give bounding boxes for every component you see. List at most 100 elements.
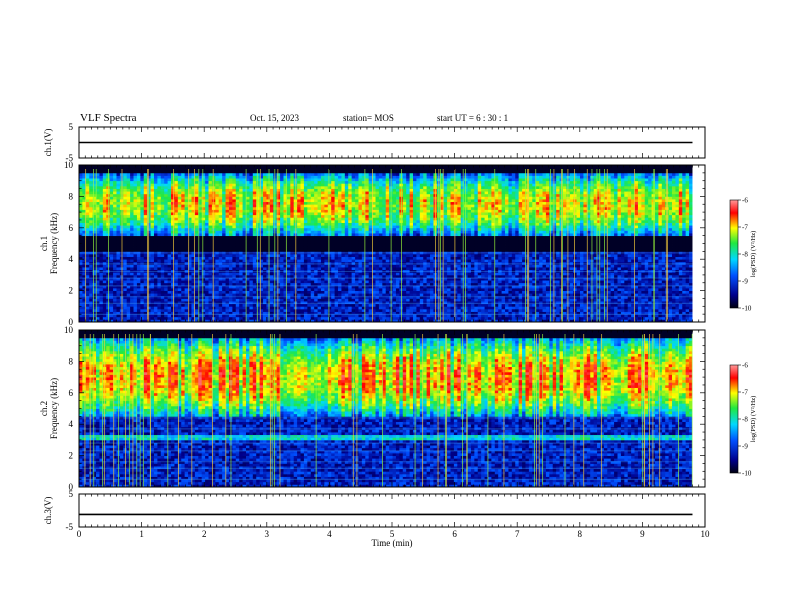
spectrogram-cell xyxy=(167,225,172,229)
spectrogram-cell xyxy=(113,201,117,205)
spectrogram-cell xyxy=(205,306,209,310)
spectrogram-cell xyxy=(201,282,206,286)
spectrogram-cell xyxy=(259,185,264,189)
spectrogram-cell xyxy=(109,298,114,302)
spectrogram-cell xyxy=(320,170,325,174)
spectrogram-cell xyxy=(130,261,134,265)
spectrogram-cell xyxy=(290,209,295,213)
spectrogram-cell xyxy=(113,217,117,221)
spectrogram-cell xyxy=(314,316,318,320)
spectrogram-cell xyxy=(228,282,233,286)
spectrogram-cell xyxy=(228,319,233,323)
spectrogram-cell xyxy=(252,282,257,286)
spectrogram-cell xyxy=(242,188,247,192)
spectrogram-cell xyxy=(242,230,247,234)
spectrogram-cell xyxy=(276,175,281,179)
spectrogram-cell xyxy=(317,238,322,242)
spectrogram-cell xyxy=(327,185,332,189)
spectrogram-cell xyxy=(338,267,342,271)
spectrogram-cell xyxy=(263,274,267,278)
spectrogram-cell xyxy=(92,316,97,320)
spectrogram-cell xyxy=(85,240,90,244)
spectrogram-cell xyxy=(153,191,158,195)
spectrogram-cell xyxy=(160,259,165,263)
spectrogram-cell xyxy=(331,206,336,210)
spectrogram-cell xyxy=(286,240,291,244)
spectrogram-cell xyxy=(85,311,90,315)
spectrogram-cell xyxy=(198,222,203,226)
spectrogram-cell xyxy=(249,293,254,297)
spectrogram-cell xyxy=(334,319,339,323)
spectrogram-cell xyxy=(290,227,295,231)
spectrogram-cell xyxy=(116,280,121,284)
spectrogram-cell xyxy=(123,222,128,226)
spectrogram-cell xyxy=(123,225,128,229)
spectrogram-cell xyxy=(297,277,301,281)
spectrogram-cell xyxy=(303,183,308,187)
spectrogram-cell xyxy=(201,311,206,315)
spectrogram-cell xyxy=(344,290,349,294)
spectrogram-cell xyxy=(140,248,145,252)
spectrogram-cell xyxy=(150,314,155,318)
spectrogram-cell xyxy=(256,178,261,182)
spectrogram-cell xyxy=(280,230,284,234)
spectrogram-cell xyxy=(191,225,196,229)
spectrogram-cell xyxy=(269,206,274,210)
spectrogram-cell xyxy=(126,196,131,200)
spectrogram-cell xyxy=(191,219,196,223)
spectrogram-cell xyxy=(136,248,141,252)
spectrogram-cell xyxy=(228,206,233,210)
spectrogram-cell xyxy=(191,290,196,294)
spectrogram-cell xyxy=(85,285,90,289)
spectrogram-cell xyxy=(256,274,261,278)
spectrogram-cell xyxy=(191,165,196,169)
spectrogram-cell xyxy=(303,233,308,237)
spectrogram-cell xyxy=(143,225,148,229)
spectrogram-cell xyxy=(324,240,329,244)
spectrogram-cell xyxy=(307,175,312,179)
spectrogram-cell xyxy=(259,167,264,171)
spectrogram-cell xyxy=(85,191,90,195)
spectrogram-cell xyxy=(314,170,318,174)
spectrogram-cell xyxy=(263,272,267,276)
spectrogram-cell xyxy=(344,217,349,221)
spectrogram-cell xyxy=(82,172,87,176)
spectrogram-cell xyxy=(327,298,332,302)
spectrogram-cell xyxy=(334,287,339,291)
spectrogram-cell xyxy=(130,196,134,200)
spectrogram-cell xyxy=(303,243,308,247)
spectrogram-cell xyxy=(256,277,261,281)
spectrogram-cell xyxy=(198,243,203,247)
spectrogram-cell xyxy=(341,227,346,231)
spectrogram-cell xyxy=(331,222,336,226)
spectrogram-cell xyxy=(157,217,162,221)
spectrogram-cell xyxy=(344,225,349,229)
spectrogram-cell xyxy=(126,301,131,305)
spectrogram-cell xyxy=(239,170,243,174)
y-tick-label: -5 xyxy=(66,153,74,163)
spectrogram-cell xyxy=(235,212,240,216)
spectrogram-cell xyxy=(348,264,353,268)
spectrogram-cell xyxy=(256,227,261,231)
spectrogram-cell xyxy=(194,193,199,197)
spectrogram-cell xyxy=(157,301,162,305)
spectrogram-cell xyxy=(198,217,203,221)
spectrogram-cell xyxy=(102,316,107,320)
spectrogram-cell xyxy=(140,274,145,278)
spectrogram-cell xyxy=(157,178,162,182)
spectrogram-cell xyxy=(246,178,250,182)
spectrogram-cell xyxy=(348,256,353,260)
spectrogram-cell xyxy=(276,206,281,210)
spectrogram-cell xyxy=(297,319,301,323)
spectrogram-cell xyxy=(184,188,189,192)
spectrogram-cell xyxy=(133,264,138,268)
spectrogram-cell xyxy=(150,191,155,195)
spectrogram-cell xyxy=(310,246,315,250)
spectrogram-cell xyxy=(263,267,267,271)
spectrogram-cell xyxy=(160,222,165,226)
spectrogram-cell xyxy=(232,308,237,312)
spectrogram-cell xyxy=(338,193,342,197)
spectrogram-cell xyxy=(338,240,342,244)
spectrogram-cell xyxy=(116,238,121,242)
spectrogram-cell xyxy=(89,199,94,203)
